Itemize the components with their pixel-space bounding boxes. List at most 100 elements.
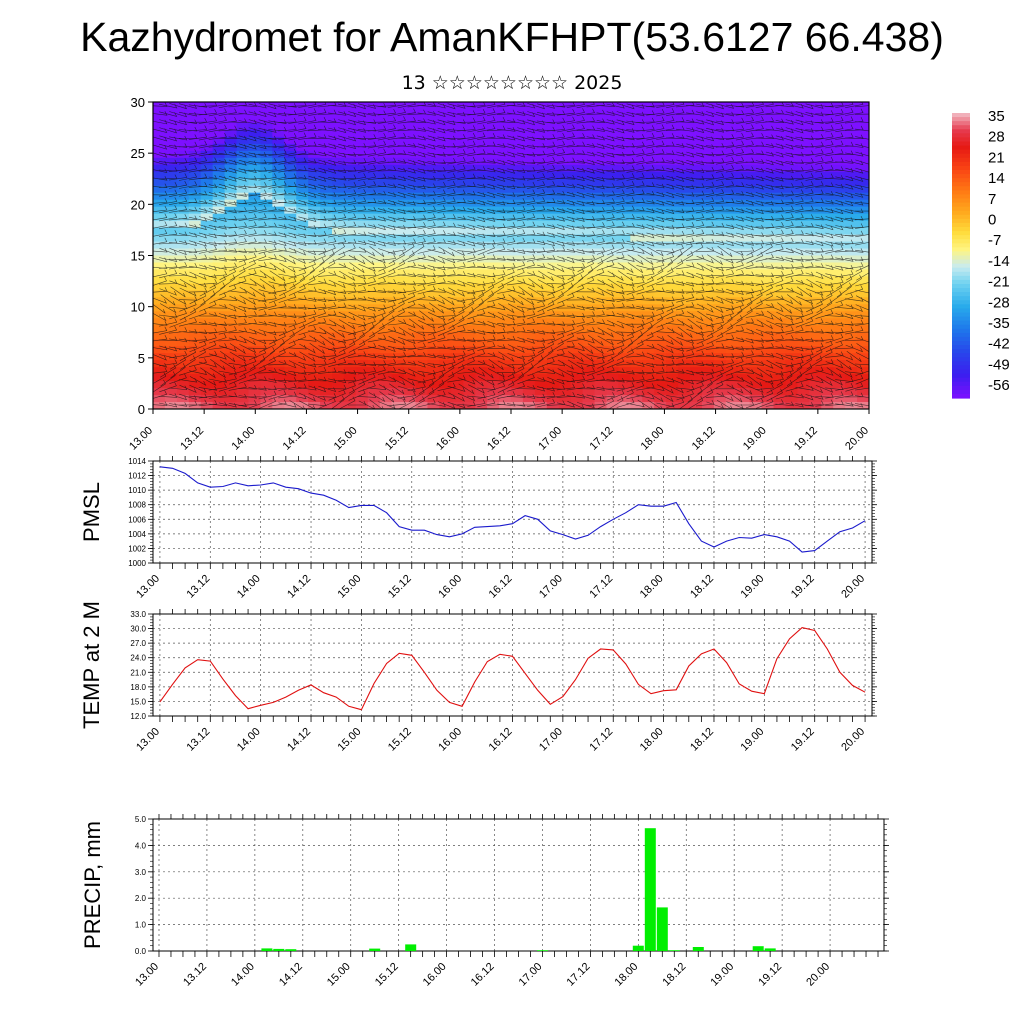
wind-barb (536, 288, 556, 294)
heatmap-cell (642, 122, 655, 131)
heatmap-cell (666, 283, 679, 291)
heatmap-cell (642, 276, 655, 285)
wind-barb (397, 261, 416, 270)
heatmap-cell (761, 332, 775, 340)
wind-barb (636, 240, 655, 247)
heatmap-cell (690, 185, 703, 194)
wind-barb (755, 183, 774, 190)
wind-barb (477, 272, 496, 278)
wind-barb (427, 319, 446, 325)
heatmap-cell (320, 374, 333, 382)
heatmap-cell (343, 171, 357, 180)
wind-barb (636, 311, 655, 317)
heatmap-cell (355, 157, 369, 166)
wind-barb (586, 329, 605, 336)
heatmap-cell (224, 290, 238, 298)
heatmap-cell (809, 227, 822, 236)
heatmap-cell (833, 262, 846, 271)
heatmap-cell (749, 248, 763, 257)
wind-barb (278, 182, 297, 188)
wind-barb (785, 181, 804, 189)
wind-barb (437, 143, 456, 148)
heatmap-cell (343, 199, 357, 208)
wind-barb (357, 313, 377, 318)
heatmap-cell (833, 192, 846, 201)
wind-barb (835, 167, 854, 173)
heatmap-cell (618, 178, 631, 187)
wind-barb (795, 214, 814, 221)
wind-barb (387, 280, 407, 286)
wind-barb (705, 343, 725, 350)
wind-barb (308, 317, 327, 327)
wind-barb (516, 230, 536, 237)
wind-barb (318, 310, 337, 318)
heatmap-cell (570, 283, 584, 291)
wind-barb (775, 352, 794, 361)
wind-barb (596, 260, 615, 271)
wind-barb (238, 168, 257, 174)
heatmap-cell (558, 199, 572, 208)
heatmap-cell (188, 185, 202, 194)
heatmap-cell (737, 339, 751, 347)
heatmap-cell (678, 143, 691, 152)
wind-barb (477, 159, 496, 164)
heatmap-cell (499, 367, 512, 375)
heatmap-cell (224, 388, 238, 396)
heatmap-cell (212, 339, 226, 347)
heatmap-cell (260, 115, 273, 124)
wind-barb (238, 102, 257, 107)
wind-barb (248, 205, 267, 214)
heatmap-cell (308, 136, 321, 145)
heatmap-cell (153, 346, 166, 354)
heatmap-cell (260, 360, 273, 368)
wind-barb (617, 339, 634, 354)
heatmap-cell (797, 227, 810, 236)
wind-barb (153, 111, 168, 116)
heatmap-cell (343, 234, 357, 243)
heatmap-cell (534, 325, 548, 333)
wind-barb (268, 215, 287, 221)
wind-barb (667, 258, 684, 273)
wind-barb (596, 127, 615, 134)
wind-barb (189, 340, 207, 353)
heatmap-cell (725, 304, 739, 312)
wind-barb (686, 175, 705, 181)
heatmap-cell (821, 388, 834, 396)
wind-barb (298, 192, 317, 198)
wind-barb (775, 127, 794, 134)
wind-barb (397, 116, 416, 124)
heatmap-cell (272, 136, 285, 145)
heatmap-cell (415, 276, 429, 285)
heatmap-cell (475, 248, 488, 257)
heatmap-cell (308, 269, 321, 278)
wind-barb (153, 264, 168, 269)
heatmap-cell (343, 213, 357, 222)
wind-barb (357, 198, 377, 204)
wind-barb (636, 148, 655, 157)
heatmap-cell (522, 395, 536, 403)
wind-barb (477, 320, 496, 328)
heatmap-cell (284, 346, 297, 354)
wind-barb (248, 174, 267, 180)
heatmap-cell (499, 150, 512, 159)
heatmap-cell (415, 178, 429, 187)
heatmap-cell (546, 304, 560, 312)
wind-barb (637, 332, 654, 345)
heatmap-cell (582, 381, 596, 389)
wind-barb (447, 198, 466, 204)
heatmap-cell (558, 269, 572, 278)
wind-barb (457, 208, 476, 213)
heatmap-cell (224, 192, 238, 201)
wind-barb (825, 264, 844, 271)
wind-barb (646, 261, 665, 271)
wind-barb (746, 251, 764, 264)
heatmap-cell (821, 150, 834, 159)
wind-barb (536, 310, 556, 319)
heatmap-cell (701, 262, 715, 271)
wind-barb (696, 321, 715, 328)
heatmap-cell (343, 276, 357, 285)
wind-barb (775, 205, 794, 213)
wind-barb (695, 286, 715, 294)
heatmap-cell (176, 241, 190, 250)
heatmap-cell (737, 136, 751, 145)
